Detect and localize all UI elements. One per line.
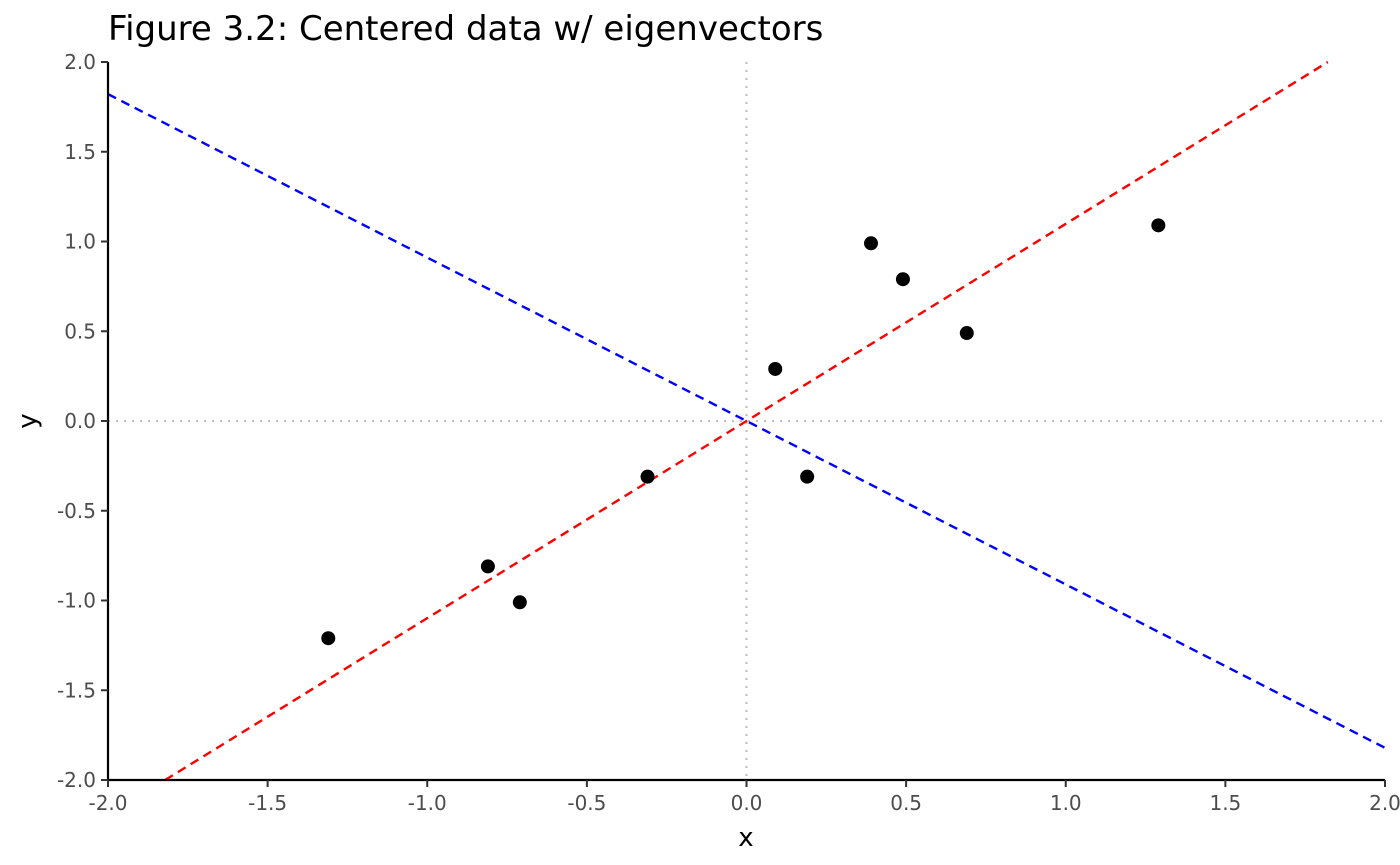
data-point-3 [864,236,879,251]
eigenvector-lines [107,60,1386,782]
x-tick-label: 1.5 [1209,791,1241,815]
x-axis-ticks: -2.0 -1.5 -1.0 -0.5 0.0 0.5 1.0 1.5 2.0 [88,780,1400,815]
x-tick-label: 2.0 [1369,791,1400,815]
y-tick-label: -2.0 [57,768,96,792]
y-tick-label: -0.5 [57,499,96,523]
data-point-5 [1151,218,1166,233]
data-point-7 [800,469,815,484]
eigenvector-line-1 [164,60,1329,782]
data-point-4 [768,361,783,376]
chart-title: Figure 3.2: Centered data w/ eigenvector… [108,9,823,49]
x-tick-label: 1.0 [1050,791,1082,815]
data-point-1 [959,326,974,341]
y-tick-label: 1.0 [64,230,96,254]
data-point-8 [480,559,495,574]
y-tick-label: 1.5 [64,140,96,164]
reference-lines [108,62,1385,780]
x-tick-label: -1.5 [248,791,287,815]
y-axis-ticks: -2.0 -1.5 -1.0 -0.5 0.0 0.5 1.0 1.5 2.0 [57,50,108,792]
x-axis-title: x [738,823,753,853]
y-tick-label: 2.0 [64,50,96,74]
x-tick-label: 0.5 [890,791,922,815]
data-point-9 [640,469,655,484]
x-tick-label: -1.0 [408,791,447,815]
y-tick-label: 0.5 [64,319,96,343]
y-tick-label: -1.0 [57,589,96,613]
data-points [321,218,1166,646]
y-tick-label: -1.5 [57,678,96,702]
y-tick-label: 0.0 [64,409,96,433]
data-point-2 [321,631,336,646]
x-tick-label: -2.0 [88,791,127,815]
data-point-10 [512,595,527,610]
y-axis-title: y [13,413,43,428]
x-tick-label: 0.0 [731,791,763,815]
data-point-6 [895,272,910,287]
x-tick-label: -0.5 [567,791,606,815]
